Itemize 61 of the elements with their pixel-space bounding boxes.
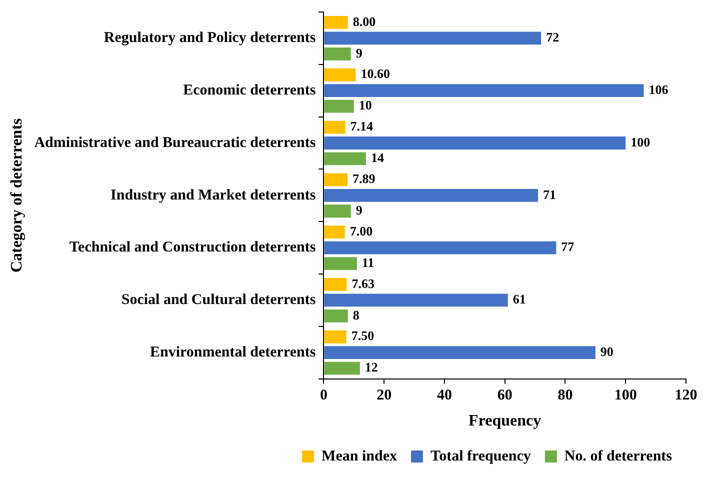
x-tick-label: 20 <box>376 388 392 404</box>
bar <box>324 136 626 150</box>
data-label: 9 <box>356 45 363 60</box>
bar <box>324 47 351 60</box>
x-tick-label: 80 <box>558 388 573 404</box>
bar <box>324 226 345 239</box>
bar <box>324 68 356 82</box>
data-label: 71 <box>543 186 556 202</box>
data-label: 14 <box>370 150 384 166</box>
data-label: 7.00 <box>350 223 373 238</box>
bar <box>324 32 542 45</box>
bar <box>324 362 360 375</box>
data-label: 12 <box>364 360 378 375</box>
y-tick-label: Environmental deterrents <box>150 344 316 360</box>
data-label: 10.60 <box>360 66 390 82</box>
data-label: 7.63 <box>352 276 375 291</box>
x-tick-label: 0 <box>320 388 328 404</box>
x-tick-label: 40 <box>436 388 452 404</box>
data-label: 100 <box>630 134 650 150</box>
legend-label: Mean index <box>322 448 398 464</box>
data-label: 77 <box>561 239 575 254</box>
data-label: 90 <box>600 344 614 359</box>
y-tick-label: Economic deterrents <box>183 82 316 98</box>
legend-label: Total frequency <box>430 448 532 464</box>
data-label: 10 <box>358 98 372 113</box>
y-axis-title: Category of deterrents <box>8 118 26 273</box>
x-axis-title: Frequency <box>468 412 542 430</box>
y-tick-label: Regulatory and Policy deterrents <box>104 30 316 46</box>
y-tick-label: Administrative and Bureaucratic deterrents <box>34 134 316 151</box>
data-label: 9 <box>356 202 363 218</box>
bar <box>324 278 347 291</box>
y-tick-label: Technical and Construction deterrents <box>69 240 316 256</box>
y-tick-label: Social and Cultural deterrents <box>121 292 316 308</box>
bar <box>324 346 596 360</box>
data-label: 8.00 <box>352 14 376 29</box>
data-label: 61 <box>512 292 526 307</box>
data-label: 7.89 <box>352 171 376 186</box>
bar <box>324 100 354 113</box>
bar <box>324 294 508 307</box>
data-label: 8 <box>352 307 360 322</box>
data-label: 7.50 <box>351 328 374 344</box>
bar <box>324 330 346 344</box>
bar <box>324 241 556 254</box>
legend-label: No. of deterrents <box>564 448 672 464</box>
data-label: 7.14 <box>350 118 374 134</box>
x-tick-label: 100 <box>614 388 637 404</box>
data-label: 11 <box>362 254 374 270</box>
data-label: 72 <box>546 30 560 45</box>
x-tick-label: 60 <box>497 388 512 404</box>
bar <box>324 16 348 29</box>
bar <box>324 120 346 134</box>
bar <box>324 204 351 218</box>
bar <box>324 188 538 202</box>
bar <box>324 173 348 186</box>
bar <box>324 84 644 98</box>
y-tick-label: Industry and Market deterrents <box>110 187 316 204</box>
x-tick-label: 120 <box>674 388 698 404</box>
bar <box>324 309 348 322</box>
data-label: 106 <box>648 82 669 97</box>
bar <box>324 152 366 166</box>
bar <box>324 257 357 270</box>
